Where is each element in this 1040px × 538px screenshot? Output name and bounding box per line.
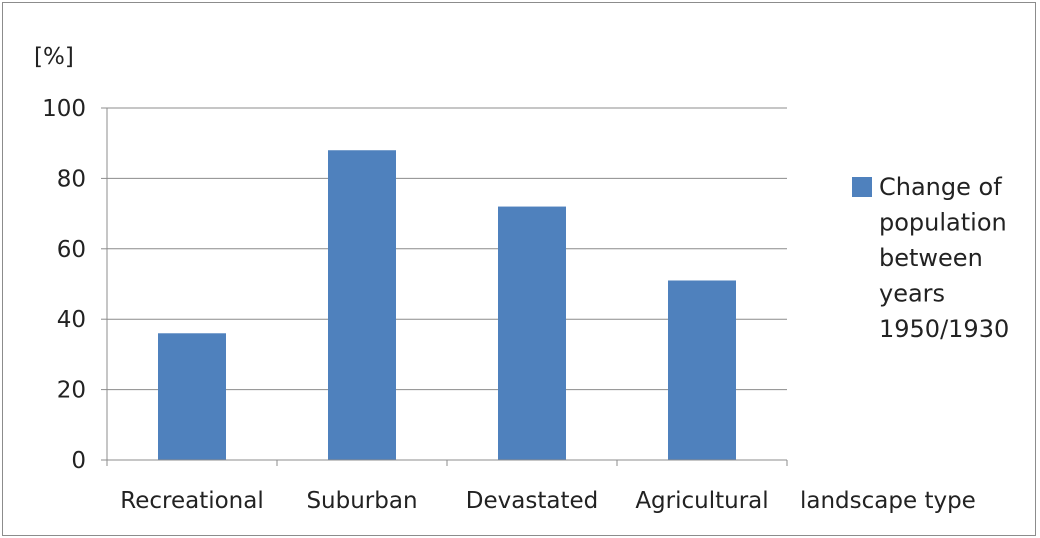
x-tick-label: Devastated: [466, 488, 598, 514]
legend-label-line: between: [879, 244, 983, 272]
y-tick-labels: 0 20 40 60 80 100: [42, 96, 86, 474]
y-tick-label: 40: [57, 307, 86, 333]
legend-label-line: years: [879, 280, 945, 308]
x-tick-label: Agricultural: [635, 488, 768, 514]
legend-label: Change of population between years 1950/1930: [879, 173, 1009, 343]
y-tick-label: 0: [71, 448, 86, 474]
legend-label-line: Change of: [879, 173, 1002, 201]
bars: [158, 150, 736, 461]
x-tick-label: Suburban: [306, 488, 417, 514]
bar: [668, 280, 736, 460]
legend-label-line: 1950/1930: [879, 315, 1009, 343]
legend-label-line: population: [879, 209, 1007, 237]
y-tick-label: 20: [57, 378, 86, 404]
axes: [101, 107, 788, 466]
x-tick-label: Recreational: [120, 488, 263, 514]
y-tick-label: 60: [57, 237, 86, 263]
bar: [498, 206, 566, 460]
x-axis-label: landscape type: [800, 488, 976, 514]
x-tick-labels: Recreational Suburban Devastated Agricultur…: [120, 488, 768, 514]
legend: Change of population between years 1950/1930: [852, 173, 1009, 343]
bar: [328, 150, 396, 461]
bar: [158, 333, 226, 460]
y-axis-unit-label: [%]: [34, 44, 74, 70]
legend-swatch: [852, 177, 872, 197]
y-tick-label: 100: [42, 96, 86, 122]
y-tick-label: 80: [57, 166, 86, 192]
